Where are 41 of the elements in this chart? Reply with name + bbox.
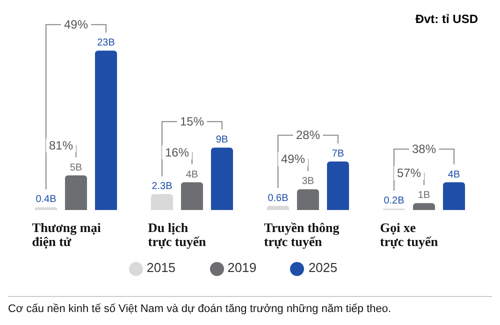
data-label: 0.4B bbox=[36, 194, 57, 206]
bar bbox=[297, 189, 319, 210]
data-label: 3B bbox=[302, 176, 314, 188]
annotation: 81% bbox=[48, 138, 74, 152]
annotation: 49% bbox=[64, 18, 88, 32]
data-label: 5B bbox=[70, 162, 82, 174]
annotation: 28% bbox=[296, 128, 320, 142]
data-label: 1B bbox=[418, 190, 430, 202]
data-label: 9B bbox=[216, 134, 228, 146]
bar bbox=[443, 182, 465, 210]
data-label: 0.2B bbox=[384, 196, 405, 207]
bar bbox=[65, 175, 87, 210]
legend-label: 2019 bbox=[228, 260, 256, 275]
annotation: 49% bbox=[280, 152, 306, 166]
bar bbox=[413, 203, 435, 210]
data-label: 4B bbox=[186, 169, 198, 180]
y-axis-title: Đvt: tỉ USD bbox=[415, 12, 478, 26]
data-label: 23B bbox=[97, 38, 116, 49]
bar bbox=[181, 182, 203, 210]
annotation: 57% bbox=[396, 166, 422, 180]
legend-label: 2015 bbox=[146, 260, 176, 275]
bar bbox=[211, 148, 233, 210]
bracket: 57% bbox=[394, 166, 424, 192]
x-tick-label: Thương mại điện tử bbox=[32, 220, 102, 249]
annotation: 16% bbox=[164, 145, 190, 160]
data-label: 2.3B bbox=[152, 181, 173, 192]
bar bbox=[267, 206, 289, 210]
bar bbox=[151, 194, 173, 210]
x-tick-label: Gọi xe trực tuyến bbox=[380, 220, 439, 249]
bar bbox=[95, 50, 117, 210]
x-tick-label: Du lịch trực tuyến bbox=[148, 220, 207, 249]
annotation: 38% bbox=[412, 142, 436, 156]
data-label: 7B bbox=[332, 148, 344, 160]
text: Cơ cấu nền kinh tế số Việt Nam và dự đoán tăng trưởng những năm tiếp theo. bbox=[8, 296, 492, 315]
annotation: 15% bbox=[180, 114, 204, 129]
data-label: 4B bbox=[448, 169, 460, 180]
bar bbox=[35, 207, 57, 210]
bar bbox=[327, 162, 349, 210]
data-label: 0.6B bbox=[268, 192, 289, 204]
legend-label: 2025 bbox=[308, 260, 338, 275]
x-tick-label: Truyền thông trực tuyến bbox=[264, 220, 340, 249]
